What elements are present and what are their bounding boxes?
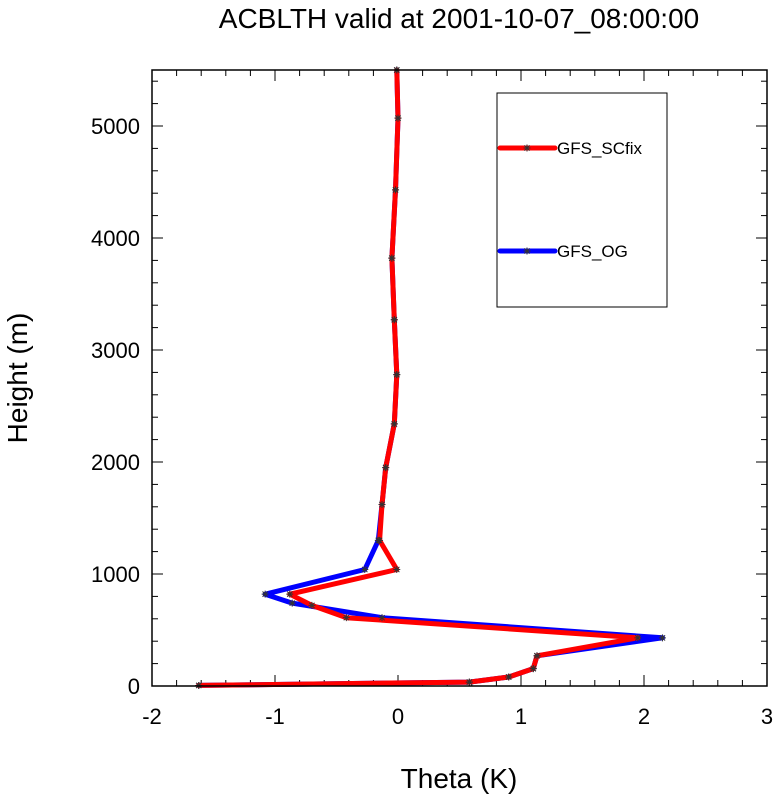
y-tick-label: 1000 [91,562,140,587]
data-point-gfs-scfix [394,114,402,122]
data-point-gfs-scfix [533,652,541,660]
data-point-gfs-scfix [393,566,401,574]
data-point-gfs-scfix [376,536,384,544]
data-point-gfs-scfix [634,634,642,642]
x-tick-label: 3 [761,704,773,729]
x-axis-label: Theta (K) [401,763,518,794]
legend-marker-gfs-og [523,247,531,255]
y-tick-label: 4000 [91,226,140,251]
legend-label-gfs-scfix: GFS_SCfix [557,139,643,158]
plot-frame [151,69,768,687]
x-tick-label: 1 [515,704,527,729]
y-tick-label: 2000 [91,450,140,475]
data-point-gfs-scfix [308,601,316,609]
data-point-gfs-scfix [505,673,513,681]
x-tick-label: 2 [638,704,650,729]
x-tick-label: -1 [265,704,285,729]
data-point-gfs-scfix [393,371,401,379]
data-point-gfs-og [378,614,386,622]
data-point-gfs-scfix [465,678,473,686]
data-point-gfs-scfix [378,501,386,509]
series-line-gfs-scfix [196,67,641,688]
data-point-gfs-og [658,634,666,642]
y-tick-label: 3000 [91,338,140,363]
data-point-gfs-og [261,590,269,598]
data-point-gfs-scfix [342,614,350,622]
data-point-gfs-scfix [529,665,537,673]
legend-label-gfs-og: GFS_OG [557,242,628,261]
data-point-gfs-scfix [388,254,396,262]
tick-labels: -2 -1 0 1 2 3 0 1000 2000 3000 4000 5000 [91,114,773,729]
data-point-gfs-scfix [392,186,400,194]
data-point-gfs-scfix [286,590,294,598]
chart-title: ACBLTH valid at 2001-10-07_08:00:00 [219,3,699,34]
data-point-gfs-scfix [382,464,390,472]
y-axis-label: Height (m) [2,313,33,444]
y-tick-label: 5000 [91,114,140,139]
x-tick-label: 0 [392,704,404,729]
data-point-gfs-og [361,566,369,574]
data-point-gfs-scfix [390,420,398,428]
data-point-gfs-og [288,599,296,607]
x-tick-label: -2 [142,704,162,729]
legend-items: GFS_SCfix GFS_OG [497,139,643,261]
legend: GFS_SCfix GFS_OG [496,92,668,308]
legend-box [496,92,668,308]
legend-marker-gfs-scfix [523,144,531,152]
y-tick-label: 0 [128,674,140,699]
axis-ticks [151,70,768,687]
data-point-gfs-scfix [390,316,398,324]
